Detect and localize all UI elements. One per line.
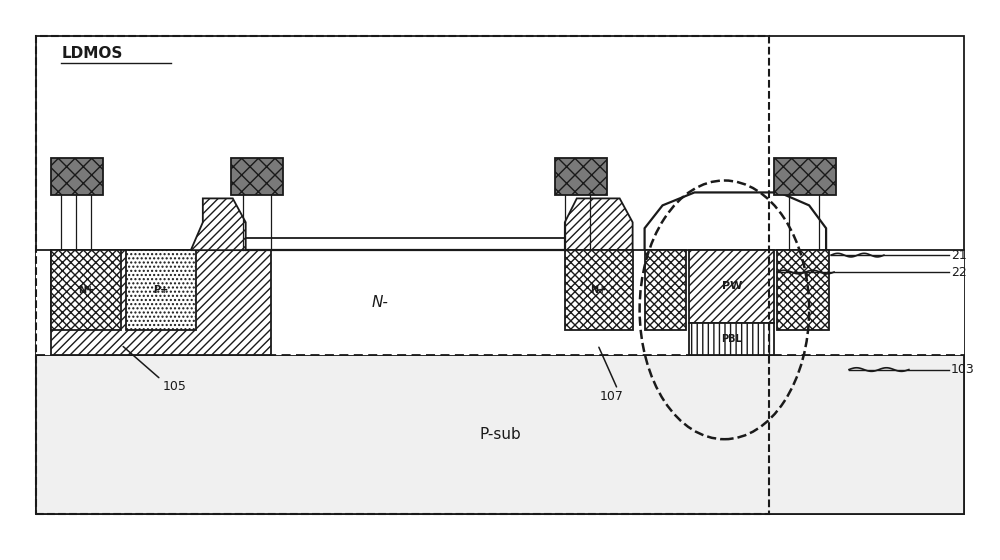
Text: 103: 103 [951, 363, 974, 376]
Text: N+: N+ [78, 285, 94, 295]
Text: P-sub: P-sub [479, 427, 521, 442]
Bar [51, 157, 103, 195]
Bar [36, 36, 964, 514]
Text: PBL: PBL [721, 334, 742, 344]
Text: 107: 107 [600, 390, 624, 403]
Bar [689, 323, 774, 354]
Bar [36, 250, 964, 354]
Bar [774, 157, 836, 195]
Polygon shape [191, 198, 246, 250]
Text: 22: 22 [951, 265, 966, 278]
Text: 105: 105 [163, 380, 187, 393]
Bar [36, 354, 964, 514]
Bar [777, 250, 829, 330]
Text: PW: PW [722, 282, 742, 291]
Text: N-: N- [372, 295, 389, 310]
Text: P+: P+ [153, 285, 169, 295]
Polygon shape [565, 198, 633, 250]
Text: LDMOS: LDMOS [61, 46, 123, 61]
Text: N+: N+ [591, 285, 607, 295]
Bar [126, 250, 196, 330]
Bar [645, 250, 686, 330]
Bar [565, 250, 633, 330]
Bar [231, 157, 283, 195]
Bar [36, 36, 769, 514]
Bar [51, 250, 121, 330]
Bar [689, 250, 774, 323]
Bar [555, 157, 607, 195]
Bar [51, 250, 271, 354]
Text: 21: 21 [951, 249, 966, 262]
